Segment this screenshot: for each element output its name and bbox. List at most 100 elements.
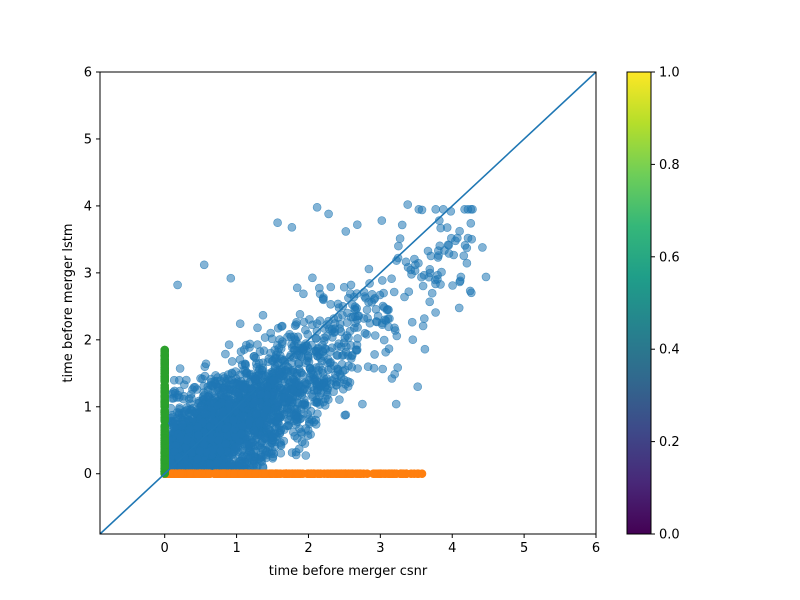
scatter-point <box>266 415 276 424</box>
scatter-point-orange <box>176 469 186 479</box>
scatter-point <box>418 321 428 331</box>
scatter-point <box>466 288 476 298</box>
scatter-point <box>345 326 355 336</box>
scatter-point <box>431 205 441 214</box>
scatter-point <box>190 382 200 392</box>
scatter-point <box>182 403 192 412</box>
scatter-point <box>311 415 321 425</box>
x-tick-label: 3 <box>376 541 384 556</box>
scatter-point <box>463 233 473 243</box>
x-tick-label: 6 <box>592 541 600 556</box>
colorbar-tick-label: 0.2 <box>659 435 680 450</box>
scatter-point <box>271 350 281 360</box>
scatter-point <box>245 339 255 349</box>
scatter-point <box>221 424 230 433</box>
scatter-point <box>194 430 203 440</box>
scatter-point <box>236 400 246 410</box>
scatter-point-orange <box>251 469 260 479</box>
x-axis-ticks: 0 1 2 3 4 5 6 <box>161 534 600 556</box>
scatter-point-green <box>160 423 169 433</box>
scatter-point <box>304 357 314 367</box>
colorbar-tick-label: 0.0 <box>659 528 680 543</box>
points-layer <box>160 200 491 479</box>
scatter-point <box>309 385 319 395</box>
scatter-point <box>418 281 428 291</box>
colorbar-tick-label: 0.4 <box>659 343 680 358</box>
scatter-point <box>299 409 308 418</box>
scatter-point <box>330 327 340 337</box>
scatter-point <box>173 280 182 290</box>
scatter-point <box>462 258 472 268</box>
scatter-point <box>231 367 240 376</box>
colorbar-tick-label: 0.6 <box>659 250 680 265</box>
scatter-point <box>220 374 229 383</box>
scatter-point <box>444 241 454 250</box>
scatter-point-orange <box>417 469 427 479</box>
colorbar-tick-label: 1.0 <box>659 66 680 81</box>
scatter-point <box>417 272 426 282</box>
scatter-point <box>269 449 279 459</box>
scatter-point <box>404 287 414 297</box>
scatter-point <box>442 223 452 232</box>
scatter-point <box>341 410 351 420</box>
x-tick-label: 5 <box>520 541 528 556</box>
scatter-point <box>224 340 234 350</box>
y-tick-label: 6 <box>84 66 92 81</box>
scatter-point <box>231 387 241 397</box>
scatter-point <box>326 299 336 309</box>
scatter-point-green <box>160 399 169 408</box>
scatter-point <box>239 382 248 392</box>
scatter-point <box>193 422 203 431</box>
scatter-point-orange <box>397 469 407 479</box>
scatter-point <box>389 287 399 297</box>
scatter-point <box>318 294 328 304</box>
scatter-point <box>291 450 301 460</box>
scatter-point <box>425 268 435 278</box>
scatter-point <box>324 209 333 219</box>
scatter-point <box>207 381 217 391</box>
scatter-point <box>318 346 328 356</box>
scatter-point <box>229 415 238 425</box>
scatter-point <box>394 241 403 251</box>
scatter-point <box>231 442 241 452</box>
scatter-point <box>200 409 210 419</box>
scatter-point <box>175 393 184 402</box>
scatter-point <box>268 433 278 442</box>
scatter-point <box>333 351 343 360</box>
scatter-point <box>339 338 349 348</box>
scatter-point <box>293 332 303 342</box>
scatter-point <box>312 377 322 386</box>
scatter-point <box>353 364 362 373</box>
scatter-point <box>298 343 308 352</box>
scatter-point <box>413 382 423 392</box>
scatter-point <box>379 335 389 345</box>
scatter-point <box>170 386 179 396</box>
scatter-point <box>431 308 440 317</box>
scatter-point <box>248 372 258 382</box>
scatter-point <box>456 272 466 282</box>
scatter-point <box>182 435 192 445</box>
scatter-point <box>178 419 187 429</box>
scatter-point <box>427 288 437 298</box>
scatter-point <box>236 429 246 439</box>
scatter-point-orange <box>293 469 302 479</box>
scatter-point <box>286 404 295 414</box>
scatter-point <box>353 334 362 343</box>
scatter-point <box>384 344 394 354</box>
scatter-point <box>293 391 302 401</box>
scatter-point <box>395 234 405 243</box>
scatter-point-green <box>160 455 169 465</box>
scatter-point <box>373 311 383 321</box>
scatter-point <box>433 253 443 262</box>
scatter-point <box>425 297 435 307</box>
scatter-point <box>288 427 298 437</box>
scatter-point <box>268 376 277 386</box>
scatter-point-orange <box>211 469 220 479</box>
scatter-point <box>430 275 440 285</box>
scatter-point <box>276 441 286 450</box>
scatter-point <box>377 276 387 285</box>
scatter-point <box>448 281 457 290</box>
scatter-point <box>290 321 300 331</box>
y-tick-label: 3 <box>84 266 92 281</box>
x-tick-label: 4 <box>448 541 456 556</box>
